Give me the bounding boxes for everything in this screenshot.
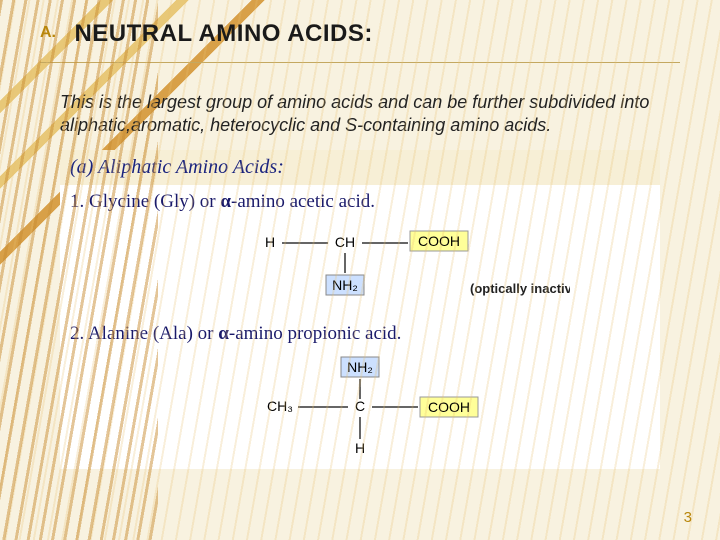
figure: (a) Aliphatic Amino Acids: 1. Glycine (G… <box>60 150 660 469</box>
page-title: NEUTRAL AMINO ACIDS: <box>74 20 372 48</box>
figure-section-a: (a) Aliphatic Amino Acids: <box>60 150 660 185</box>
alanine-svg: NH₂ CH₃ C COOH H <box>150 353 570 463</box>
alpha-icon: α <box>218 323 229 344</box>
page-number: 3 <box>684 509 692 526</box>
body-paragraph: This is the largest group of amino acids… <box>0 63 720 148</box>
glycine-svg: H CH COOH NH₂ (optically inactive) <box>150 221 570 311</box>
figure-item-2: 2. Alanine (Ala) or α-amino propionic ac… <box>60 317 660 347</box>
figure-item-1-prefix: 1. Glycine (Gly) or <box>70 191 220 212</box>
atom-ch: CH <box>335 234 355 250</box>
glycine-structure: H CH COOH NH₂ (optically inactive) <box>60 215 660 317</box>
atom-h: H <box>355 440 365 456</box>
alpha-icon: α <box>220 191 231 212</box>
figure-item-1-suffix: -amino acetic acid. <box>231 191 375 212</box>
figure-item-2-prefix: 2. Alanine (Ala) or <box>70 323 218 344</box>
atom-cooh: COOH <box>418 233 460 249</box>
atom-nh2: NH₂ <box>347 359 373 375</box>
slide: A. NEUTRAL AMINO ACIDS: This is the larg… <box>0 0 720 540</box>
atom-nh2: NH₂ <box>332 277 358 293</box>
atom-ch3: CH₃ <box>267 398 293 414</box>
heading-row: A. NEUTRAL AMINO ACIDS: <box>0 0 720 56</box>
optically-inactive-note: (optically inactive) <box>470 281 570 296</box>
atom-h: H <box>265 234 275 250</box>
atom-cooh: COOH <box>428 399 470 415</box>
alanine-structure: NH₂ CH₃ C COOH H <box>60 347 660 469</box>
section-label: A. <box>40 24 70 42</box>
figure-item-1: 1. Glycine (Gly) or α-amino acetic acid. <box>60 185 660 215</box>
figure-item-2-suffix: -amino propionic acid. <box>229 323 402 344</box>
atom-c: C <box>355 398 365 414</box>
